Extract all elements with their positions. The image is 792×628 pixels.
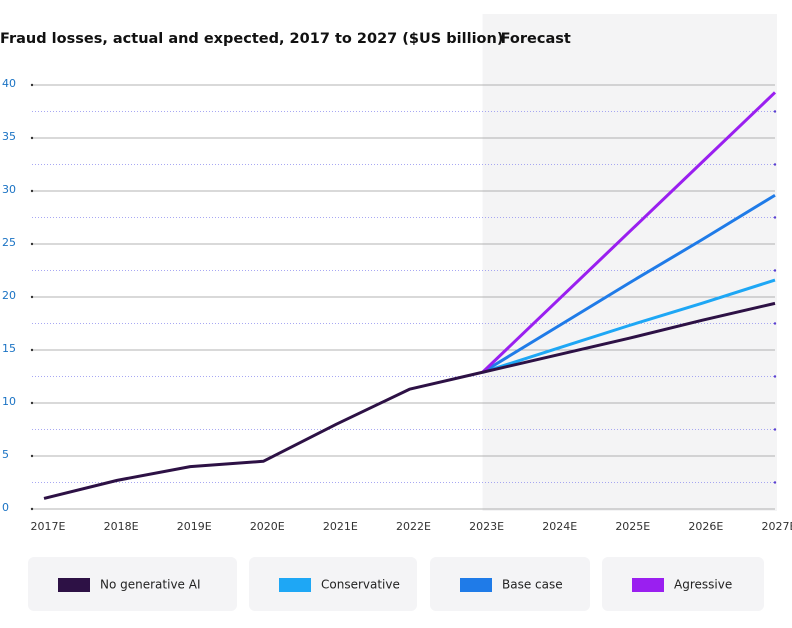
tick-dot [30,454,34,458]
tick-dot [30,401,34,405]
tick-dot [30,83,34,87]
legend-swatch [460,578,492,592]
x-tick-label: 2024E [542,520,577,533]
y-tick-label: 35 [2,130,16,143]
x-tick-label: 2018E [104,520,139,533]
legend-label: Conservative [321,578,400,592]
minor-dot [773,110,777,113]
legend: No generative AI Conservative Base case Agr… [28,557,764,611]
y-tick-label: 10 [2,395,16,408]
x-tick-label: 2021E [323,520,358,533]
legend-box [602,557,764,611]
x-tick-label: 2020E [250,520,285,533]
y-tick-label: 15 [2,342,16,355]
forecast-region [482,14,777,511]
legend-swatch [279,578,311,592]
legend-label: Base case [502,578,563,592]
legend-label: No generative AI [100,578,201,592]
x-tick-label: 2023E [469,520,504,533]
x-tick-label: 2025E [615,520,650,533]
y-tick-label: 0 [2,501,9,514]
chart-title: Fraud losses, actual and expected, 2017 … [0,31,503,47]
tick-dot [30,189,34,193]
y-tick-label: 20 [2,289,16,302]
x-tick-label: 2022E [396,520,431,533]
x-tick-label: 2017E [31,520,66,533]
minor-dot [773,428,777,431]
tick-dot [30,348,34,352]
x-tick-label: 2026E [688,520,723,533]
x-tick-label: 2027E [762,520,792,533]
series-line [481,91,777,374]
tick-dot [30,242,34,246]
legend-item: Conservative [249,557,417,611]
legend-label: Agressive [674,578,732,592]
minor-dot [773,322,777,325]
series-line [481,193,776,374]
y-tick-label: 5 [2,448,9,461]
minor-dot [773,216,777,219]
legend-item: Agressive [602,557,764,611]
y-tick-label: 30 [2,183,16,196]
series-line [43,301,776,500]
minor-dot [773,269,777,272]
forecast-label: Forecast [501,31,571,47]
minor-dot [773,481,777,484]
minor-dot [773,375,777,378]
y-tick-label: 40 [2,77,16,90]
minor-dot [773,163,777,166]
tick-dot [30,295,34,299]
legend-swatch [58,578,90,592]
legend-box [430,557,590,611]
legend-item: No generative AI [28,557,237,611]
series-line [482,278,776,374]
tick-dot [30,136,34,140]
legend-box [28,557,237,611]
legend-item: Base case [430,557,590,611]
legend-box [249,557,417,611]
y-tick-label: 25 [2,236,16,249]
tick-dot [30,507,34,511]
x-tick-label: 2019E [177,520,212,533]
legend-swatch [632,578,664,592]
